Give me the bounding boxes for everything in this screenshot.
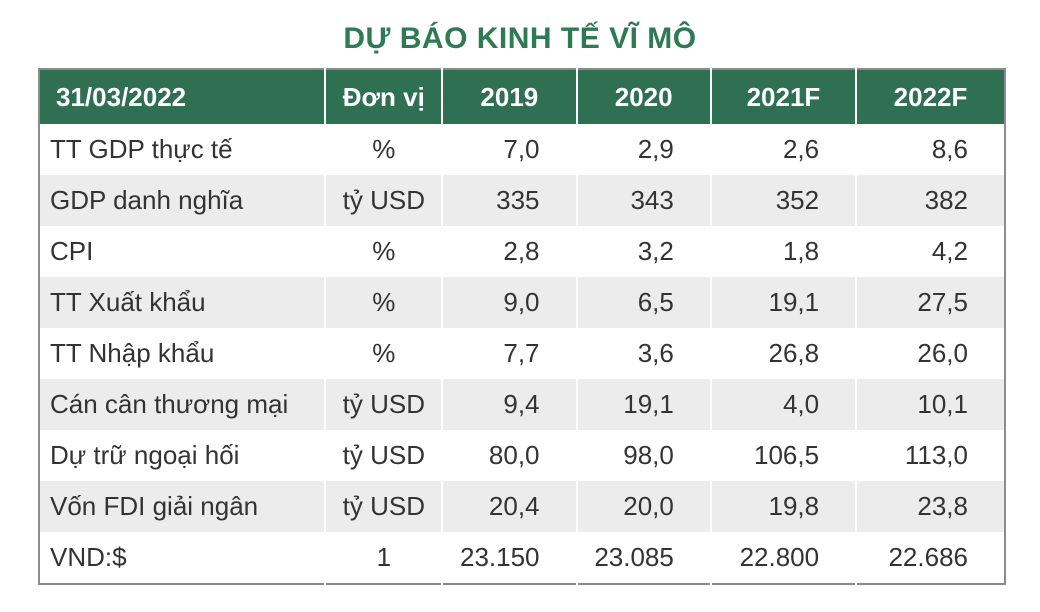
row-label: Vốn FDI giải ngân (39, 481, 327, 532)
cell-2022f: 10,1 (856, 379, 1005, 430)
cell-2021f: 1,8 (710, 226, 858, 277)
cell-2021f: 19,8 (710, 481, 858, 532)
header-year-2019: 2019 (442, 69, 578, 124)
cell-2020: 23.085 (576, 532, 712, 584)
cell-2022f: 4,2 (856, 226, 1005, 277)
cell-2020: 3,2 (576, 226, 712, 277)
cell-2020: 20,0 (576, 481, 712, 532)
table-row: TT GDP thực tế % 7,0 2,9 2,6 8,6 (39, 124, 1005, 175)
cell-2020: 98,0 (576, 430, 712, 481)
cell-2020: 2,9 (576, 124, 712, 175)
row-unit: 1 (325, 532, 444, 584)
cell-2022f: 22.686 (856, 532, 1005, 584)
cell-2019: 20,4 (442, 481, 578, 532)
row-label: TT Xuất khẩu (39, 277, 327, 328)
cell-2022f: 27,5 (856, 277, 1005, 328)
cell-2022f: 26,0 (856, 328, 1005, 379)
cell-2022f: 113,0 (856, 430, 1005, 481)
header-unit: Đơn vị (325, 69, 444, 124)
cell-2022f: 382 (856, 175, 1005, 226)
row-label: GDP danh nghĩa (39, 175, 327, 226)
table-row: Dự trữ ngoại hối tỷ USD 80,0 98,0 106,5 … (39, 430, 1005, 481)
row-label: CPI (39, 226, 327, 277)
cell-2020: 343 (576, 175, 712, 226)
row-label: Cán cân thương mại (39, 379, 327, 430)
table-row: TT Nhập khẩu % 7,7 3,6 26,8 26,0 (39, 328, 1005, 379)
cell-2021f: 22.800 (710, 532, 858, 584)
cell-2019: 7,0 (442, 124, 578, 175)
cell-2019: 335 (442, 175, 578, 226)
table-row: GDP danh nghĩa tỷ USD 335 343 352 382 (39, 175, 1005, 226)
cell-2019: 9,4 (442, 379, 578, 430)
page-title: DỰ BÁO KINH TẾ VĨ MÔ (343, 22, 697, 55)
row-unit: % (325, 124, 444, 175)
cell-2019: 9,0 (442, 277, 578, 328)
row-unit: % (325, 277, 444, 328)
cell-2019: 2,8 (442, 226, 578, 277)
table-row: Vốn FDI giải ngân tỷ USD 20,4 20,0 19,8 … (39, 481, 1005, 532)
cell-2021f: 352 (710, 175, 858, 226)
cell-2021f: 2,6 (710, 124, 858, 175)
row-unit: % (325, 328, 444, 379)
row-unit: tỷ USD (325, 175, 444, 226)
table-row: TT Xuất khẩu % 9,0 6,5 19,1 27,5 (39, 277, 1005, 328)
cell-2019: 7,7 (442, 328, 578, 379)
cell-2020: 19,1 (576, 379, 712, 430)
header-year-2020: 2020 (576, 69, 712, 124)
cell-2019: 23.150 (442, 532, 578, 584)
cell-2021f: 106,5 (710, 430, 858, 481)
row-unit: tỷ USD (325, 379, 444, 430)
table-row: Cán cân thương mại tỷ USD 9,4 19,1 4,0 1… (39, 379, 1005, 430)
row-unit: % (325, 226, 444, 277)
header-year-2021f: 2021F (710, 69, 858, 124)
row-unit: tỷ USD (325, 430, 444, 481)
header-year-2022f: 2022F (856, 69, 1005, 124)
cell-2022f: 8,6 (856, 124, 1005, 175)
table-row: VND:$ 1 23.150 23.085 22.800 22.686 (39, 532, 1005, 584)
header-date: 31/03/2022 (39, 69, 327, 124)
cell-2021f: 4,0 (710, 379, 858, 430)
row-label: VND:$ (39, 532, 327, 584)
row-label: TT GDP thực tế (39, 124, 327, 175)
table-row: CPI % 2,8 3,2 1,8 4,2 (39, 226, 1005, 277)
macro-forecast-table: 31/03/2022 Đơn vị 2019 2020 2021F 2022F … (38, 68, 1006, 585)
cell-2021f: 19,1 (710, 277, 858, 328)
row-label: TT Nhập khẩu (39, 328, 327, 379)
header-row: 31/03/2022 Đơn vị 2019 2020 2021F 2022F (39, 69, 1005, 124)
cell-2021f: 26,8 (710, 328, 858, 379)
cell-2022f: 23,8 (856, 481, 1005, 532)
cell-2020: 6,5 (576, 277, 712, 328)
cell-2019: 80,0 (442, 430, 578, 481)
row-unit: tỷ USD (325, 481, 444, 532)
cell-2020: 3,6 (576, 328, 712, 379)
row-label: Dự trữ ngoại hối (39, 430, 327, 481)
